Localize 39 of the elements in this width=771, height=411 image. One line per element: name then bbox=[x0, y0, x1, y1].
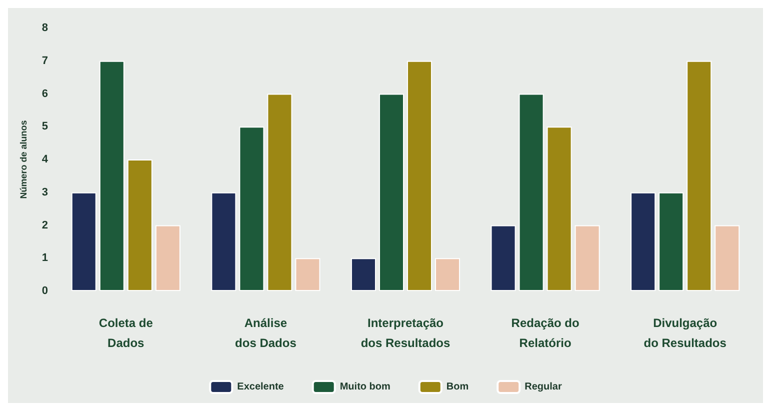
legend-label: Bom bbox=[446, 382, 469, 392]
x-tick-label: Análise dos Dados bbox=[235, 316, 297, 350]
bar bbox=[630, 192, 656, 291]
y-tick-label: 3 bbox=[42, 186, 48, 198]
bar bbox=[99, 60, 124, 291]
y-axis-title: Número de alunos bbox=[18, 120, 28, 199]
bar bbox=[127, 160, 152, 291]
x-tick-label: Divulgação do Resultados bbox=[644, 316, 727, 350]
y-tick-label: 1 bbox=[42, 252, 48, 264]
x-tick-label: Coleta de Dados bbox=[98, 316, 154, 350]
x-tick-label: Interpretação dos Resultados bbox=[360, 316, 450, 350]
y-tick-label: 7 bbox=[42, 54, 48, 67]
y-tick-label: 2 bbox=[42, 219, 48, 232]
bar bbox=[658, 192, 684, 291]
bar bbox=[490, 225, 516, 291]
x-tick-label: Redação do Relatório bbox=[511, 316, 580, 350]
legend-label: Excelente bbox=[237, 382, 284, 392]
y-tick-label: 0 bbox=[42, 285, 48, 297]
bar bbox=[239, 126, 264, 291]
bar bbox=[295, 258, 320, 291]
bar bbox=[211, 192, 236, 291]
bar bbox=[574, 225, 600, 291]
y-tick-label: 4 bbox=[42, 154, 49, 166]
bar bbox=[518, 94, 544, 291]
legend-label: Regular bbox=[524, 382, 562, 392]
bar bbox=[350, 258, 376, 291]
bar bbox=[155, 225, 180, 291]
bar bbox=[686, 60, 712, 291]
bar bbox=[714, 225, 740, 291]
legend-label: Muito bom bbox=[340, 382, 390, 392]
bar bbox=[71, 192, 96, 291]
bar bbox=[378, 94, 404, 291]
y-tick-label: 8 bbox=[42, 22, 48, 34]
bar bbox=[435, 258, 460, 291]
y-tick-label: 5 bbox=[42, 120, 48, 133]
bar bbox=[267, 94, 292, 291]
bar bbox=[546, 126, 572, 291]
bar bbox=[407, 60, 432, 291]
y-tick-label: 6 bbox=[42, 88, 48, 100]
